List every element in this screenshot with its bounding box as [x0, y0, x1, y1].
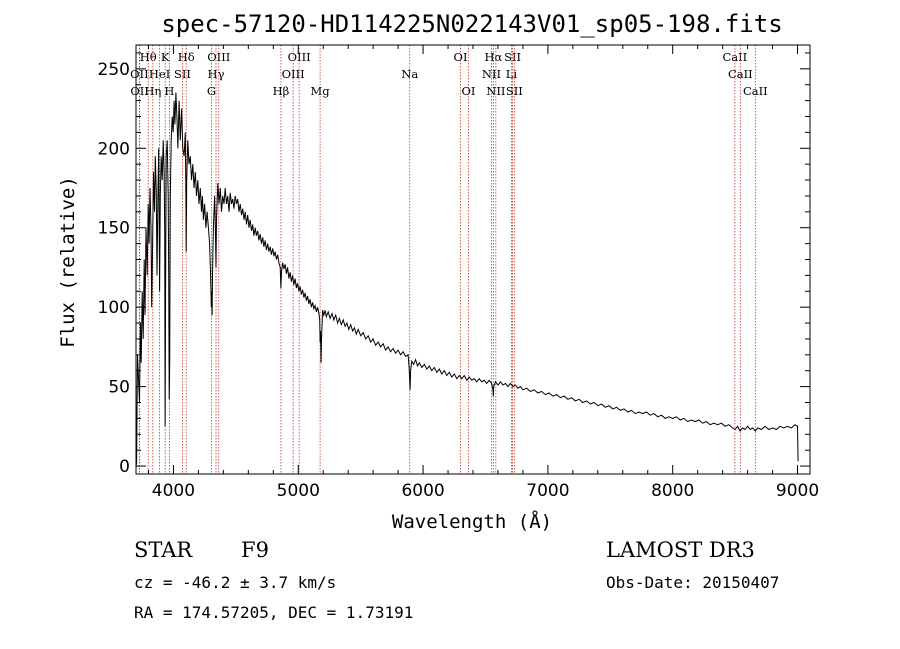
spectral-line-label: K — [161, 50, 170, 64]
spectral-line-label: OII — [130, 84, 149, 98]
spectral-line-label: SII — [174, 67, 191, 81]
spectral-line-label: OIII — [288, 50, 311, 64]
chart-title: spec-57120-HD114225N022143V01_sp05-198.f… — [161, 10, 782, 38]
spectral-line-label: Hγ — [208, 67, 225, 81]
spectral-line-label: OI — [462, 84, 476, 98]
spectral-line-label: G — [207, 84, 216, 98]
spectral-line-label: Mg — [311, 84, 331, 98]
redshift-cz: cz = -46.2 ± 3.7 km/s — [134, 573, 337, 592]
spectral-line-label: Hθ — [140, 50, 157, 64]
x-tick-label: 4000 — [152, 481, 195, 501]
y-tick-label: 100 — [98, 298, 130, 318]
spectral-line-label: OIII — [282, 67, 305, 81]
y-tick-label: 0 — [119, 457, 130, 477]
spectral-line-label: HeI — [149, 67, 170, 81]
flux-series-line — [135, 92, 799, 467]
spectral-line-label: NII — [486, 84, 505, 98]
x-tick-label: 7000 — [526, 481, 569, 501]
y-tick-label: 200 — [98, 139, 130, 159]
survey-name: LAMOST DR3 — [606, 538, 755, 562]
x-tick-label: 9000 — [776, 481, 819, 501]
y-tick-label: 250 — [98, 60, 130, 80]
y-tick-label: 150 — [98, 219, 130, 239]
x-tick-label: 8000 — [651, 481, 694, 501]
spectral-line-label: H — [164, 84, 174, 98]
spectral-line-label: Hη — [144, 84, 161, 98]
spectral-line-label: OIII — [207, 50, 230, 64]
spectral-line-label: CaII — [728, 67, 753, 81]
spectral-line-label: Hα — [484, 50, 502, 64]
spectral-line-label: CaII — [722, 50, 747, 64]
spectral-line-label: OI — [454, 50, 468, 64]
spectral-line-label: Hδ — [178, 50, 195, 64]
spectral-line-label: SII — [504, 50, 521, 64]
y-axis-label: Flux (relative) — [57, 176, 79, 348]
y-tick-label: 50 — [108, 378, 130, 398]
x-axis-label: Wavelength (Å) — [392, 510, 552, 533]
x-tick-label: 5000 — [277, 481, 320, 501]
object-class: STAR — [134, 538, 193, 562]
spectral-line-label: Na — [401, 67, 418, 81]
spectral-line-label: OII — [130, 67, 149, 81]
spectral-line-label: Li — [506, 67, 518, 81]
plot-frame — [135, 44, 811, 475]
spectral-line-label: SII — [506, 84, 523, 98]
x-tick-label: 6000 — [401, 481, 444, 501]
axis-ticks: 4000 5000 6000 7000 8000 9000 0 50 100 150 200 250 — [98, 45, 819, 501]
ra-dec-coordinates: RA = 174.57205, DEC = 1.73191 — [134, 603, 414, 622]
object-subclass: F9 — [241, 538, 269, 562]
spectral-line-label: Hβ — [273, 84, 290, 98]
spectral-line-label: NII — [482, 67, 501, 81]
observation-date: Obs-Date: 20150407 — [606, 573, 780, 592]
spectral-line-label: CaII — [743, 84, 768, 98]
